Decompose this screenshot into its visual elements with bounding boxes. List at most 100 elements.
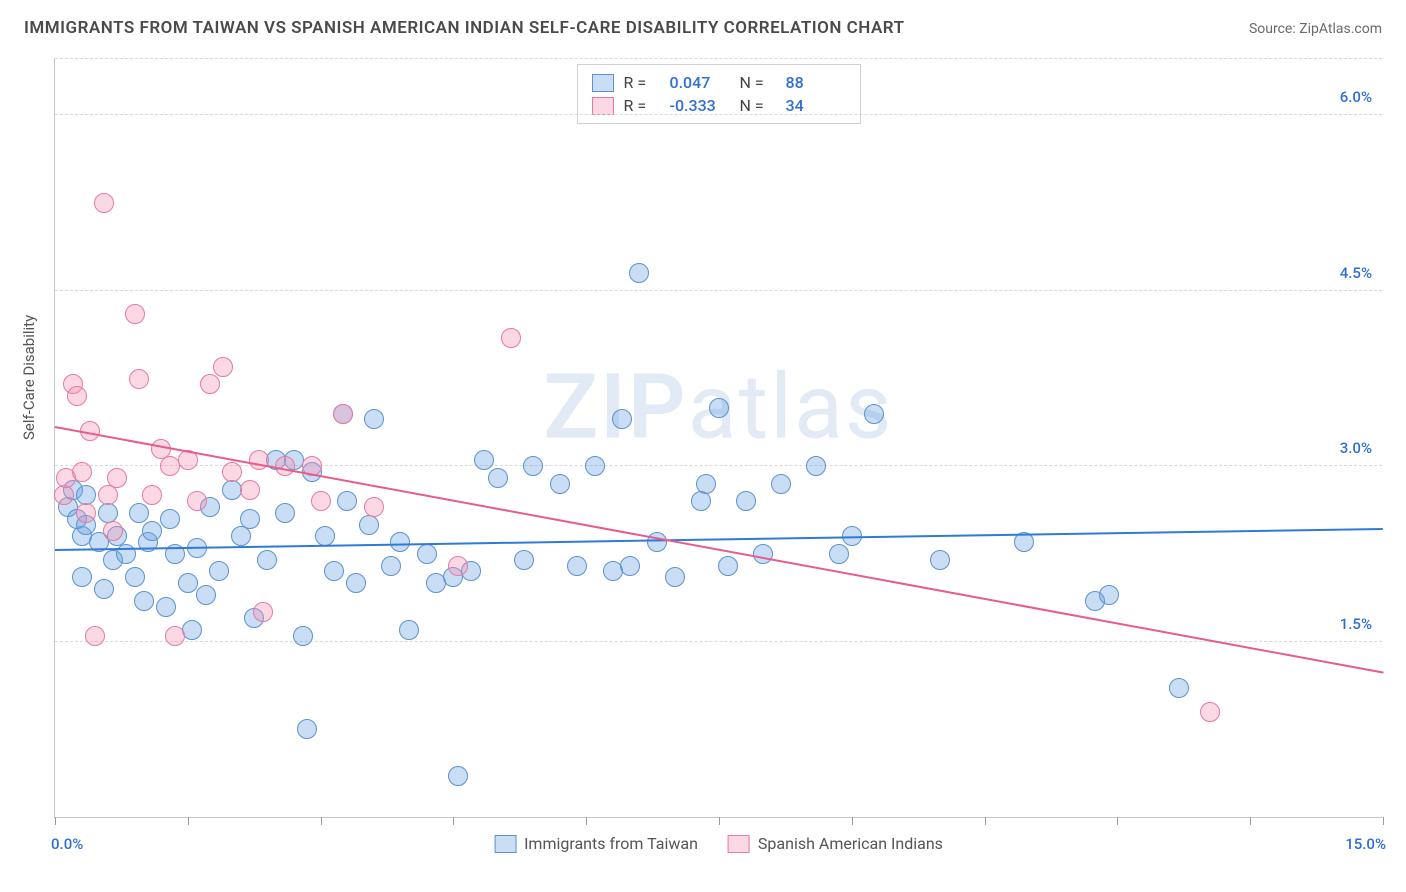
data-point (85, 626, 105, 646)
data-point (620, 556, 640, 576)
chart-source: Source: ZipAtlas.com (1249, 21, 1382, 37)
data-point (1099, 585, 1119, 605)
data-point (364, 497, 384, 517)
y-axis-label: Self-Care Disability (20, 315, 38, 440)
gridline (55, 641, 1382, 642)
legend-swatch-taiwan-b (494, 835, 516, 853)
data-point (567, 556, 587, 576)
data-point (1200, 702, 1220, 722)
x-tick (453, 817, 454, 825)
data-point (501, 328, 521, 348)
chart-title: IMMIGRANTS FROM TAIWAN VS SPANISH AMERIC… (24, 18, 905, 38)
data-point (550, 474, 570, 494)
data-point (311, 491, 331, 511)
data-point (297, 719, 317, 739)
data-point (771, 474, 791, 494)
data-point (696, 474, 716, 494)
gridline (55, 58, 1382, 59)
data-point (736, 491, 756, 511)
data-point (417, 544, 437, 564)
data-point (399, 620, 419, 640)
data-point (165, 626, 185, 646)
x-axis-min-label: 0.0% (51, 835, 83, 853)
x-tick (1383, 817, 1384, 825)
x-tick (719, 817, 720, 825)
x-tick (321, 817, 322, 825)
data-point (94, 193, 114, 213)
trend-line (55, 426, 1383, 674)
data-point (200, 374, 220, 394)
data-point (125, 304, 145, 324)
data-point (213, 357, 233, 377)
data-point (231, 526, 251, 546)
data-point (753, 544, 773, 564)
plot-area: ZIPatlas R = 0.047 N = 88 R = -0.333 N =… (54, 58, 1382, 818)
data-point (629, 263, 649, 283)
x-tick (852, 817, 853, 825)
data-point (94, 579, 114, 599)
data-point (72, 567, 92, 587)
data-point (488, 468, 508, 488)
y-tick-label: 6.0% (1340, 88, 1372, 106)
data-point (315, 526, 335, 546)
data-point (67, 386, 87, 406)
data-point (156, 597, 176, 617)
data-point (359, 515, 379, 535)
data-point (293, 626, 313, 646)
x-axis-max-label: 15.0% (1345, 835, 1386, 853)
data-point (76, 503, 96, 523)
data-point (324, 561, 344, 581)
data-point (222, 462, 242, 482)
x-tick (1250, 817, 1251, 825)
data-point (709, 398, 729, 418)
legend-row-taiwan: R = 0.047 N = 88 (592, 71, 846, 94)
data-point (806, 456, 826, 476)
x-tick (188, 817, 189, 825)
data-point (72, 462, 92, 482)
data-point (275, 503, 295, 523)
x-tick (985, 817, 986, 825)
data-point (182, 620, 202, 640)
legend-item-spanish: Spanish American Indians (728, 834, 943, 853)
legend-swatch-taiwan (592, 74, 614, 92)
data-point (240, 480, 260, 500)
data-point (178, 573, 198, 593)
data-point (187, 491, 207, 511)
data-point (54, 485, 74, 505)
data-point (240, 509, 260, 529)
data-point (160, 509, 180, 529)
data-point (249, 450, 269, 470)
legend-series: Immigrants from Taiwan Spanish American … (494, 834, 943, 853)
data-point (448, 766, 468, 786)
data-point (390, 532, 410, 552)
gridline (55, 290, 1382, 291)
data-point (691, 491, 711, 511)
data-point (381, 556, 401, 576)
data-point (107, 468, 127, 488)
data-point (142, 485, 162, 505)
data-point (829, 544, 849, 564)
legend-swatch-spanish-b (728, 835, 750, 853)
data-point (864, 404, 884, 424)
data-point (257, 550, 277, 570)
data-point (333, 404, 353, 424)
data-point (346, 573, 366, 593)
data-point (1169, 678, 1189, 698)
y-tick-label: 1.5% (1340, 615, 1372, 633)
data-point (129, 369, 149, 389)
data-point (129, 503, 149, 523)
x-tick (55, 817, 56, 825)
legend-swatch-spanish (592, 97, 614, 115)
y-tick-label: 4.5% (1340, 264, 1372, 282)
data-point (253, 602, 273, 622)
data-point (585, 456, 605, 476)
data-point (103, 521, 123, 541)
gridline (55, 114, 1382, 115)
data-point (514, 550, 534, 570)
data-point (665, 567, 685, 587)
legend-item-taiwan: Immigrants from Taiwan (494, 834, 698, 853)
data-point (209, 561, 229, 581)
data-point (474, 450, 494, 470)
data-point (196, 585, 216, 605)
data-point (337, 491, 357, 511)
